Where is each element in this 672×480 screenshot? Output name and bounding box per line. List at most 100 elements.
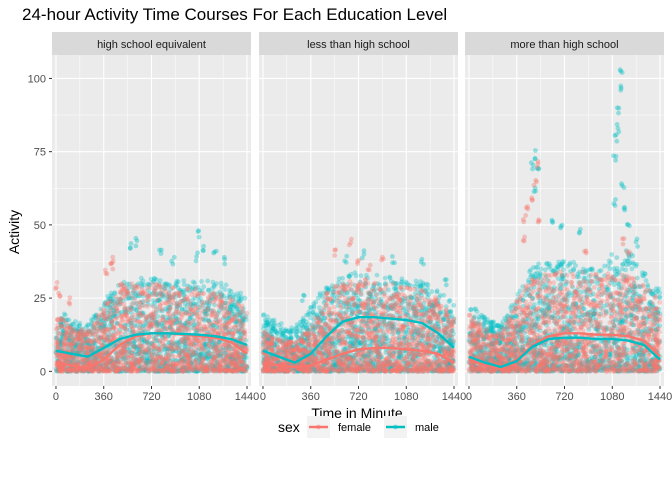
data-point-male	[236, 295, 242, 301]
data-point-male	[231, 367, 237, 373]
data-point-female	[112, 367, 117, 372]
data-point-male	[391, 350, 397, 356]
data-point-female	[242, 315, 248, 320]
data-point-male	[116, 366, 122, 371]
data-point-male	[68, 366, 74, 372]
data-point-female	[208, 360, 213, 366]
data-point-female	[76, 367, 82, 373]
data-point-female	[239, 358, 245, 364]
data-point-male	[123, 365, 129, 371]
data-point-male	[144, 351, 150, 356]
data-point-female	[116, 330, 122, 335]
data-point-male	[183, 347, 189, 352]
data-point-female	[65, 366, 71, 372]
data-point-male	[77, 336, 82, 342]
data-point-female	[232, 360, 238, 366]
data-point-male	[265, 346, 270, 352]
data-point-female	[185, 356, 191, 361]
data-point-male	[162, 281, 168, 287]
data-point-male	[103, 366, 109, 372]
data-point-female	[59, 317, 64, 323]
data-point-male	[152, 276, 158, 282]
data-point-male	[440, 358, 446, 363]
data-point-male	[157, 247, 162, 253]
data-point-male	[448, 365, 454, 371]
data-point-male	[93, 328, 99, 334]
data-point-female	[232, 324, 238, 330]
data-point-male	[138, 353, 144, 359]
data-point-male	[149, 314, 154, 319]
data-point-male	[238, 355, 244, 361]
data-point-male	[161, 286, 167, 291]
data-point-female	[159, 293, 164, 298]
data-point-female	[220, 359, 226, 364]
data-point-male	[156, 281, 162, 287]
data-point-female	[218, 293, 224, 299]
data-point-male	[192, 364, 198, 369]
data-point-male	[101, 366, 107, 371]
data-point-female	[223, 309, 229, 315]
data-point-male	[170, 363, 176, 369]
data-point-female	[200, 346, 206, 351]
data-point-female	[74, 357, 80, 362]
data-point-female	[62, 354, 68, 360]
data-point-male	[235, 328, 241, 334]
data-point-female	[73, 340, 79, 346]
data-point-male	[228, 354, 233, 359]
data-point-male	[143, 360, 149, 365]
data-point-male	[73, 342, 79, 348]
data-point-female	[208, 344, 214, 350]
data-point-female	[189, 365, 195, 371]
data-point-female	[213, 346, 219, 352]
data-point-male	[88, 348, 93, 354]
data-point-female	[231, 330, 237, 335]
data-point-female	[115, 365, 121, 371]
data-point-female	[162, 336, 168, 342]
data-point-male	[221, 316, 226, 321]
data-point-male	[184, 368, 190, 374]
data-point-male	[241, 368, 247, 374]
data-point-female	[146, 335, 152, 340]
data-point-male	[64, 323, 70, 328]
data-point-male	[138, 348, 144, 354]
data-point-male	[210, 286, 216, 291]
data-point-male	[152, 368, 158, 374]
data-point-male	[127, 245, 133, 251]
data-point-female	[139, 313, 144, 318]
data-point-male	[233, 357, 239, 363]
data-point-male	[244, 364, 250, 370]
data-point-female	[217, 368, 223, 373]
data-point-male	[131, 306, 137, 311]
data-point-male	[434, 288, 440, 294]
data-point-female	[117, 282, 123, 288]
data-point-female	[210, 312, 216, 317]
data-point-male	[142, 339, 148, 345]
data-point-male	[210, 279, 216, 285]
data-point-male	[74, 367, 80, 372]
data-point-female	[81, 330, 87, 335]
data-point-male	[137, 346, 143, 351]
data-point-male	[73, 319, 78, 324]
data-point-male	[175, 326, 181, 332]
data-point-female	[94, 326, 100, 332]
data-point-male	[169, 363, 175, 368]
data-point-male	[423, 366, 428, 371]
data-point-male	[219, 291, 225, 297]
data-point-female	[192, 362, 198, 368]
data-point-female	[176, 291, 182, 297]
data-point-female	[169, 327, 175, 333]
data-point-male	[57, 353, 63, 359]
data-point-male	[131, 340, 137, 346]
data-point-female	[113, 303, 118, 309]
data-point-male	[102, 300, 108, 305]
data-point-female	[75, 336, 80, 342]
data-point-female	[101, 331, 106, 337]
data-point-female	[229, 325, 234, 331]
data-point-female	[76, 361, 82, 367]
data-point-female	[217, 318, 223, 324]
data-point-male	[79, 328, 85, 334]
data-point-female	[67, 365, 73, 371]
data-point-male	[230, 308, 235, 314]
data-point-female	[240, 353, 246, 359]
data-point-male	[195, 321, 201, 327]
